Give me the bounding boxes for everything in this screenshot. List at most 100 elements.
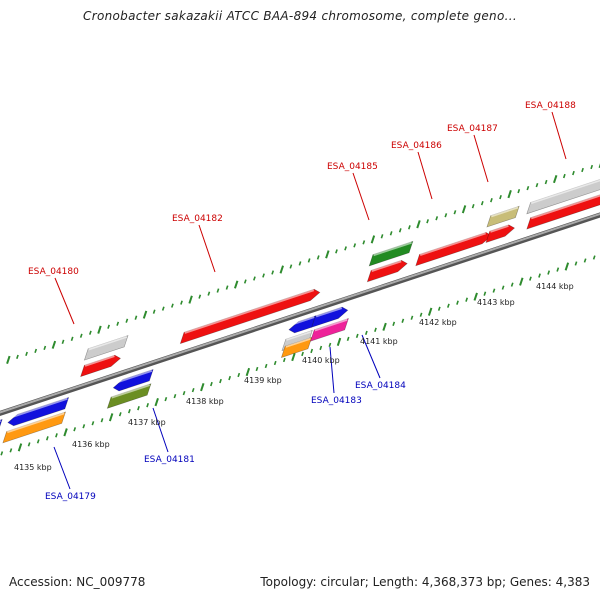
feature-red[interactable] [485,224,516,244]
feature-gray[interactable] [83,335,129,361]
feature-red[interactable] [415,232,493,267]
gene-labels: ESA_04180 ESA_04182 ESA_04185 ESA_04186 ESA_… [28,101,576,502]
feature-khaki[interactable] [486,205,520,228]
gene-name[interactable]: ESA_04181 [144,455,195,465]
tick-mark [118,412,122,417]
feature-red[interactable] [526,187,600,230]
tick-mark [116,321,120,326]
tick-mark [219,378,222,384]
feature-body[interactable] [83,335,129,361]
tick-mark [79,333,83,338]
scale-label: 4141 kbp [360,337,398,346]
feature-body[interactable] [366,260,408,283]
feature-body[interactable] [486,205,520,228]
feature-highlight [6,412,65,434]
leader-line [417,151,433,200]
tick-mark [171,303,174,308]
outer-tick-ring [6,163,600,365]
feature-red[interactable] [179,288,321,345]
feature-highlight [115,369,153,384]
feature-body[interactable] [106,383,152,409]
tick-mark [51,340,57,349]
leader-line [152,407,169,453]
tick-mark [16,354,19,360]
gene-label-esa_04179[interactable]: ESA_04179 [45,446,96,502]
tick-mark [447,303,450,308]
tick-mark [298,261,302,266]
feature-highlight [10,397,68,419]
backbone [0,212,600,417]
feature-body[interactable] [2,411,66,444]
feature-blue[interactable] [288,315,316,334]
gene-name[interactable]: ESA_04188 [525,101,576,111]
feature-body[interactable] [179,288,321,345]
gene-name[interactable]: ESA_04179 [45,492,96,502]
tick-mark [427,307,433,316]
tick-mark [17,443,23,452]
feature-highlight [419,232,486,256]
tick-mark [572,170,575,176]
leader-line [53,446,71,490]
tick-mark [70,336,74,341]
scale-label: 4135 kbp [14,463,52,472]
tick-mark [191,387,195,393]
tick-mark [353,243,357,248]
tick-mark [63,428,68,437]
feature-body[interactable] [526,187,600,230]
tick-mark [301,351,304,357]
feature-body[interactable] [368,240,414,267]
feature-red[interactable] [80,354,121,378]
tick-mark [480,201,484,206]
gene-label-esa_04182[interactable]: ESA_04182 [172,214,223,273]
tick-mark [581,167,584,173]
tick-mark [43,345,47,350]
gene-name[interactable]: ESA_04184 [355,381,406,391]
leader-line [473,134,489,183]
gene-label-esa_04185[interactable]: ESA_04185 [327,162,378,221]
tick-mark [0,451,4,456]
feature-body[interactable] [310,317,349,342]
gene-label-esa_04186[interactable]: ESA_04186 [391,141,442,200]
tick-mark [370,235,376,244]
gene-name[interactable]: ESA_04183 [311,396,362,406]
feature-red[interactable] [366,260,408,283]
gene-name[interactable]: ESA_04185 [327,162,378,172]
feature-blue[interactable] [112,369,154,392]
gene-name[interactable]: ESA_04187 [447,124,498,134]
gene-name[interactable]: ESA_04186 [391,141,442,151]
feature-body[interactable] [415,232,493,267]
feature-green[interactable] [368,240,414,267]
gene-label-esa_04181[interactable]: ESA_04181 [144,407,195,465]
tick-mark [325,250,330,259]
tick-mark [529,276,532,281]
feature-body[interactable] [526,169,600,215]
feature-blue[interactable] [0,418,3,433]
tick-mark [416,220,421,229]
inner-tick-ring [0,255,596,456]
feature-body[interactable] [485,224,516,244]
gene-label-esa_04188[interactable]: ESA_04188 [525,101,576,160]
gene-name[interactable]: ESA_04182 [172,214,223,224]
feature-highlight [371,260,402,272]
gene-label-esa_04184[interactable]: ESA_04184 [355,334,406,391]
gene-label-esa_04187[interactable]: ESA_04187 [447,124,498,183]
feature-olive[interactable] [106,383,152,409]
feature-body[interactable] [311,306,349,328]
feature-highlight [490,224,509,233]
tick-mark [336,337,342,346]
feature-blue[interactable] [7,396,70,427]
feature-magenta[interactable] [310,317,349,342]
feature-blue[interactable] [311,306,349,328]
tick-mark [583,258,587,263]
gene-label-esa_04180[interactable]: ESA_04180 [28,267,79,325]
gene-label-esa_04183[interactable]: ESA_04183 [311,346,362,406]
tick-mark [519,277,524,286]
tick-mark [200,382,205,392]
tick-mark [9,448,13,453]
feature-body[interactable] [80,354,121,378]
gene-name[interactable]: ESA_04180 [28,267,79,277]
feature-gray[interactable] [526,169,600,215]
feature-orange[interactable] [2,411,66,444]
tick-mark [437,306,441,311]
